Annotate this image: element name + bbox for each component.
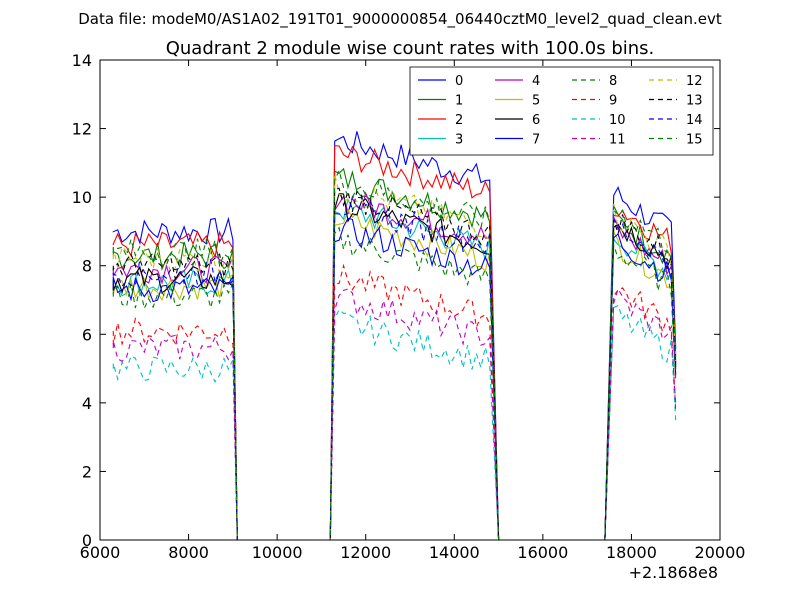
series-line-4 — [112, 191, 677, 541]
legend-label-15: 15 — [686, 133, 703, 148]
x-tick-label: 8000 — [168, 543, 209, 562]
chart-title: Quadrant 2 module wise count rates with … — [166, 38, 655, 59]
data-file-heading: Data file: modeM0/AS1A02_191T01_90000008… — [78, 10, 722, 29]
series-line-10 — [112, 304, 677, 541]
y-tick-label: 6 — [82, 325, 92, 344]
series-line-6 — [112, 193, 677, 541]
x-offset-label: +2.1868e8 — [629, 563, 718, 582]
x-tick-label: 10000 — [252, 543, 303, 562]
x-tick-label: 20000 — [695, 543, 746, 562]
x-tick-label: 6000 — [80, 543, 121, 562]
legend-label-9: 9 — [609, 94, 617, 109]
legend-label-2: 2 — [455, 113, 463, 128]
y-tick-label: 0 — [82, 531, 92, 550]
x-tick-label: 14000 — [429, 543, 480, 562]
series-line-5 — [112, 208, 677, 541]
legend-label-0: 0 — [455, 74, 463, 89]
y-tick-label: 14 — [72, 51, 92, 70]
legend-label-10: 10 — [609, 113, 626, 128]
plot-frame — [99, 59, 721, 541]
series-line-0 — [112, 131, 677, 541]
legend-label-11: 11 — [609, 133, 626, 148]
legend-label-4: 4 — [532, 74, 540, 89]
series-line-7 — [112, 217, 677, 541]
series-line-1 — [112, 167, 677, 541]
y-tick-label: 4 — [82, 394, 92, 413]
x-tick-label: 16000 — [517, 543, 568, 562]
series-line-8 — [112, 226, 677, 541]
x-tick-label: 12000 — [340, 543, 391, 562]
y-tick-label: 10 — [72, 188, 92, 207]
series-lines — [112, 131, 677, 541]
y-tick-label: 8 — [82, 257, 92, 276]
y-tick-label: 12 — [72, 120, 92, 139]
y-tick-label: 2 — [82, 462, 92, 481]
series-line-2 — [112, 145, 677, 541]
legend-frame — [409, 66, 714, 156]
legend-label-1: 1 — [455, 94, 463, 109]
legend-label-8: 8 — [609, 74, 617, 89]
legend-label-7: 7 — [532, 133, 540, 148]
series-line-11 — [112, 287, 677, 541]
series-line-3 — [112, 197, 677, 541]
series-line-14 — [112, 196, 677, 541]
legend-label-5: 5 — [532, 94, 540, 109]
legend-label-14: 14 — [686, 113, 703, 128]
x-tick-label: 18000 — [606, 543, 657, 562]
legend-label-13: 13 — [686, 94, 703, 109]
legend-label-6: 6 — [532, 113, 540, 128]
series-line-15 — [112, 169, 677, 541]
series-line-9 — [112, 263, 677, 541]
legend-label-12: 12 — [686, 74, 703, 89]
axis-ticks: 6000 8000 10000 12000 14000 16000 18000 20000 0 2… — [72, 51, 746, 562]
legend-label-3: 3 — [455, 133, 463, 148]
